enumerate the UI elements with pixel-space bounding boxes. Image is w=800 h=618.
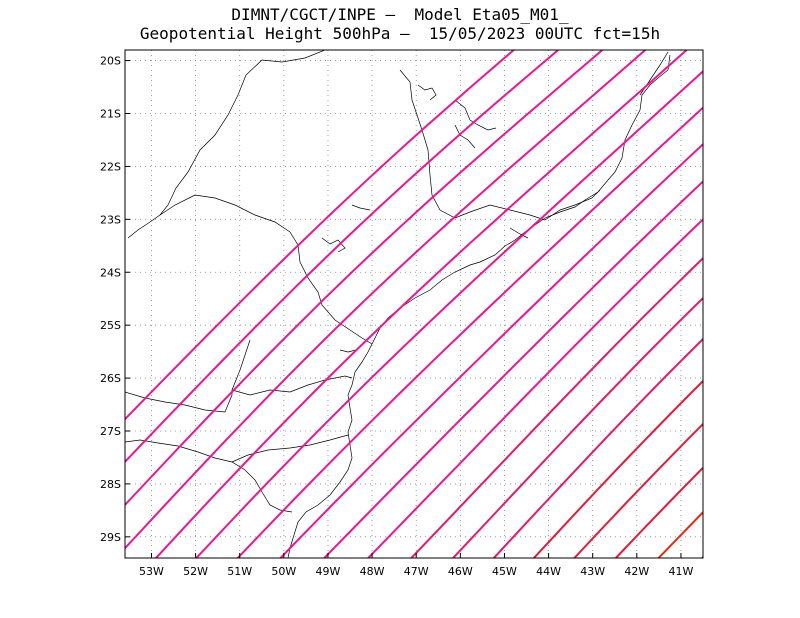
- reservoir: [417, 84, 437, 101]
- lat-tick-label: 28S: [100, 478, 121, 491]
- lon-tick-label: 42W: [624, 565, 649, 578]
- state-border: [127, 74, 247, 239]
- lat-tick-label: 26S: [100, 372, 121, 385]
- lon-tick-label: 47W: [404, 565, 429, 578]
- contour-line: [451, 296, 703, 558]
- contour-line: [657, 510, 703, 558]
- lon-tick-label: 50W: [271, 565, 296, 578]
- axis-ticks: 53W 52W 51W 50W 49W 48W 47W 46W 45W 44W 43W 42W 41W 2…: [100, 55, 693, 578]
- contour-line: [125, 50, 647, 550]
- lon-tick-label: 44W: [536, 565, 561, 578]
- lat-tick-label: 21S: [100, 108, 121, 121]
- lon-tick-label: 48W: [360, 565, 385, 578]
- reservoir: [351, 204, 371, 211]
- state-border: [544, 189, 601, 221]
- country-border: [125, 339, 251, 413]
- lat-tick-label: 23S: [100, 213, 121, 226]
- lat-tick-label: 24S: [100, 266, 121, 279]
- contour-line: [492, 337, 703, 558]
- contour-line: [322, 180, 703, 558]
- geopotential-contours: [125, 21, 800, 618]
- contour-line: [614, 466, 703, 558]
- lon-tick-label: 46W: [448, 565, 473, 578]
- reservoir: [321, 237, 346, 253]
- contour-line: [125, 50, 560, 464]
- reservoir: [509, 227, 529, 239]
- lat-tick-label: 29S: [100, 531, 121, 544]
- contour-line: [532, 379, 703, 558]
- reservoir: [454, 124, 476, 149]
- lat-tick-label: 22S: [100, 160, 121, 173]
- state-border: [399, 69, 546, 221]
- contour-line: [770, 23, 800, 618]
- chart-title-line-2: Geopotential Height 500hPa – 15/05/2023 …: [139, 24, 661, 43]
- lat-tick-label: 27S: [100, 425, 121, 438]
- contour-line: [154, 50, 689, 558]
- contour-line: [573, 422, 703, 558]
- state-border: [159, 194, 291, 233]
- contour-line: [125, 50, 516, 421]
- reservoir: [454, 99, 497, 131]
- lon-tick-label: 51W: [227, 565, 252, 578]
- contour-line: [728, 21, 800, 618]
- state-border: [245, 50, 326, 76]
- lon-tick-label: 45W: [492, 565, 517, 578]
- political-borders: [125, 50, 671, 558]
- lon-tick-label: 52W: [183, 565, 208, 578]
- state-border: [231, 434, 349, 463]
- contour-line: [125, 50, 604, 507]
- lon-tick-label: 53W: [139, 565, 164, 578]
- lon-tick-label: 49W: [316, 565, 341, 578]
- contour-line: [279, 142, 703, 558]
- lat-tick-label: 25S: [100, 319, 121, 332]
- coastline: [287, 54, 671, 558]
- state-border: [231, 375, 353, 396]
- contour-line: [195, 70, 703, 558]
- map-frame: [124, 49, 704, 559]
- state-border: [289, 231, 373, 345]
- contour-line: [409, 256, 703, 558]
- chart-title-line-1: DIMNT/CGCT/INPE – Model Eta05_M01_: [231, 5, 569, 24]
- lon-tick-label: 43W: [580, 565, 605, 578]
- contour-line: [700, 555, 703, 558]
- lat-tick-label: 20S: [100, 55, 121, 68]
- reservoir: [339, 349, 357, 353]
- contour-line: [366, 218, 703, 558]
- contour-line: [236, 106, 703, 558]
- lon-tick-label: 41W: [669, 565, 694, 578]
